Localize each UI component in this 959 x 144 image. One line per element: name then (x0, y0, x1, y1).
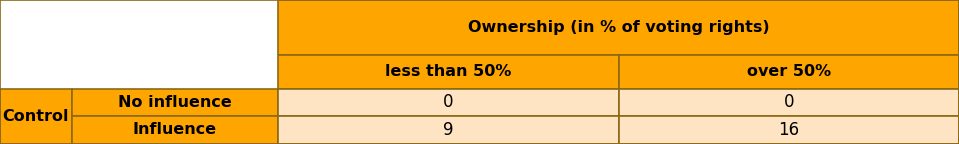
Bar (0, 0, 278, 55)
Bar (0, 55, 278, 89)
Text: 0: 0 (784, 93, 794, 111)
Bar (0, 89, 72, 144)
Text: Control: Control (3, 109, 69, 124)
Text: over 50%: over 50% (747, 65, 830, 79)
Text: Ownership (in % of voting rights): Ownership (in % of voting rights) (468, 20, 769, 35)
Bar (278, 0, 959, 55)
Bar (619, 89, 959, 116)
Bar (278, 55, 619, 89)
Bar (278, 89, 619, 116)
Bar (619, 55, 959, 89)
Bar (278, 116, 619, 144)
Bar (72, 89, 278, 116)
Text: Influence: Influence (133, 122, 217, 138)
Text: 0: 0 (443, 93, 454, 111)
Text: less than 50%: less than 50% (386, 65, 511, 79)
Bar (619, 116, 959, 144)
Text: 16: 16 (778, 121, 800, 139)
Bar (72, 116, 278, 144)
Text: 9: 9 (443, 121, 454, 139)
Text: No influence: No influence (118, 95, 232, 110)
